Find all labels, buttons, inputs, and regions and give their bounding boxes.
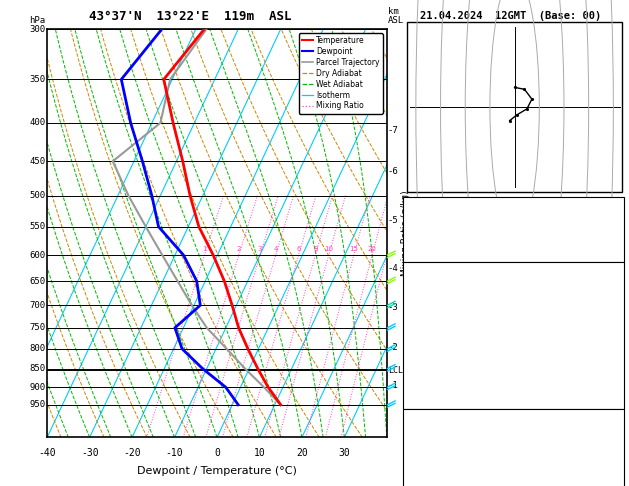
Text: km
ASL: km ASL — [388, 7, 404, 25]
Text: 20: 20 — [368, 246, 377, 252]
Text: Surface: Surface — [496, 270, 531, 278]
Text: 10: 10 — [253, 448, 265, 458]
Text: 43°37'N  13°22'E  119m  ASL: 43°37'N 13°22'E 119m ASL — [89, 10, 291, 23]
Text: -1: -1 — [388, 381, 399, 390]
Text: Pressure (mb): Pressure (mb) — [409, 440, 475, 449]
Text: 10: 10 — [325, 246, 333, 252]
Text: 296: 296 — [602, 460, 617, 469]
Text: -30: -30 — [81, 448, 99, 458]
Text: -7: -7 — [388, 126, 399, 136]
Text: 6: 6 — [296, 246, 301, 252]
Text: Lifted Index: Lifted Index — [409, 354, 470, 364]
Text: 800: 800 — [30, 344, 45, 353]
Text: 350: 350 — [30, 75, 45, 84]
Text: 950: 950 — [30, 400, 45, 409]
Text: θₑ(K): θₑ(K) — [409, 334, 435, 343]
Text: 296: 296 — [602, 334, 617, 343]
Text: -5: -5 — [388, 216, 399, 225]
Text: 11.4: 11.4 — [597, 293, 617, 302]
Text: 4: 4 — [274, 246, 278, 252]
Text: Totals Totals: Totals Totals — [409, 228, 475, 237]
Text: 999: 999 — [602, 440, 617, 449]
Text: 850: 850 — [30, 364, 45, 373]
Text: 30: 30 — [338, 448, 350, 458]
Text: -10: -10 — [165, 448, 184, 458]
Text: Temp (°C): Temp (°C) — [409, 293, 455, 302]
Text: 3: 3 — [258, 246, 262, 252]
Text: 2: 2 — [237, 246, 241, 252]
Text: 52: 52 — [607, 228, 617, 237]
Text: Lifted Index: Lifted Index — [409, 481, 470, 486]
Bar — [403, 409, 625, 486]
Text: -40: -40 — [38, 448, 56, 458]
Text: 15: 15 — [349, 246, 359, 252]
Text: 15: 15 — [607, 208, 617, 217]
Text: K: K — [409, 208, 415, 217]
Text: 0: 0 — [214, 448, 220, 458]
Text: 1: 1 — [612, 354, 617, 364]
Text: 1: 1 — [202, 246, 207, 252]
Text: 900: 900 — [30, 382, 45, 392]
Text: 500: 500 — [30, 191, 45, 200]
Text: 400: 400 — [30, 119, 45, 127]
Text: Mixing Ratio (g/kg): Mixing Ratio (g/kg) — [401, 191, 410, 276]
Bar — [403, 197, 625, 262]
Text: LCL: LCL — [388, 366, 403, 375]
Text: Dewpoint / Temperature (°C): Dewpoint / Temperature (°C) — [137, 466, 297, 476]
Text: 21.04.2024  12GMT  (Base: 00): 21.04.2024 12GMT (Base: 00) — [420, 11, 602, 21]
Text: 700: 700 — [30, 301, 45, 310]
Text: Dewp (°C): Dewp (°C) — [409, 313, 455, 323]
Text: 8: 8 — [313, 246, 318, 252]
Text: -6: -6 — [388, 168, 399, 176]
Text: PW (cm): PW (cm) — [409, 248, 445, 258]
Bar — [408, 22, 622, 192]
Text: kt: kt — [415, 27, 425, 36]
Text: 300: 300 — [30, 25, 45, 34]
Bar — [403, 262, 625, 409]
Text: 600: 600 — [30, 251, 45, 260]
Text: 56: 56 — [607, 375, 617, 384]
Text: 550: 550 — [30, 222, 45, 231]
Text: -20: -20 — [123, 448, 141, 458]
Text: -2: -2 — [388, 343, 399, 352]
Text: CAPE (J): CAPE (J) — [409, 375, 450, 384]
Text: 0.93: 0.93 — [597, 248, 617, 258]
Legend: Temperature, Dewpoint, Parcel Trajectory, Dry Adiabat, Wet Adiabat, Isotherm, Mi: Temperature, Dewpoint, Parcel Trajectory… — [299, 33, 383, 114]
Text: 750: 750 — [30, 323, 45, 332]
Text: CIN (J): CIN (J) — [409, 395, 445, 404]
Text: -4: -4 — [388, 264, 399, 273]
Text: Most Unstable: Most Unstable — [481, 417, 546, 425]
Text: hPa: hPa — [30, 16, 45, 25]
Text: 650: 650 — [30, 277, 45, 286]
Text: 450: 450 — [30, 157, 45, 166]
Text: 0: 0 — [612, 395, 617, 404]
Text: 1.4: 1.4 — [602, 313, 617, 323]
Text: © weatheronline.co.uk: © weatheronline.co.uk — [459, 472, 564, 481]
Text: 20: 20 — [296, 448, 308, 458]
Text: 1: 1 — [612, 481, 617, 486]
Text: θₑ (K): θₑ (K) — [409, 460, 440, 469]
Text: -3: -3 — [388, 303, 399, 312]
